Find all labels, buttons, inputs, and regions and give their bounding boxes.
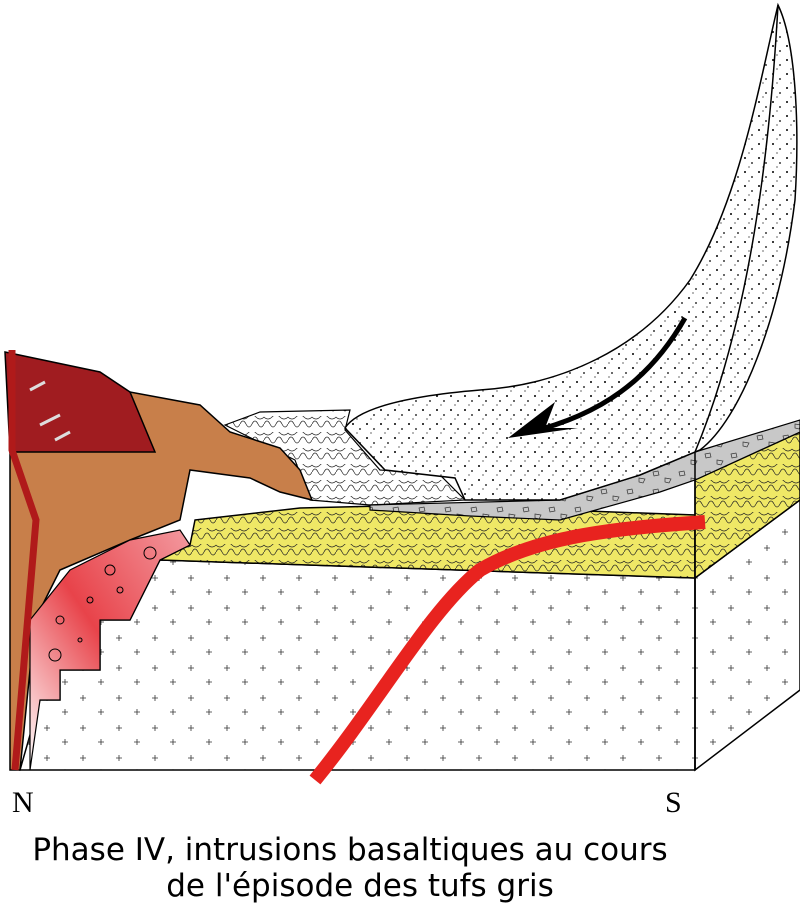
south-label: S <box>665 786 682 819</box>
basement-pattern <box>20 560 695 770</box>
caption-line: de l'épisode des tufs gris <box>166 868 554 904</box>
tuff-dots <box>345 5 797 500</box>
flow-arrow <box>529 316 688 435</box>
caption-line: Phase IV, intrusions basaltiques au cour… <box>32 832 667 868</box>
dark-red-unit <box>4 351 157 453</box>
north-label: N <box>12 786 34 819</box>
basalt-intrusion <box>309 515 706 785</box>
breccia-clasts <box>48 546 157 662</box>
dike-north <box>8 350 40 771</box>
vesicles <box>29 380 71 442</box>
arrow-head <box>508 402 578 438</box>
red-breccia <box>29 529 191 771</box>
flow-edge <box>694 4 779 453</box>
